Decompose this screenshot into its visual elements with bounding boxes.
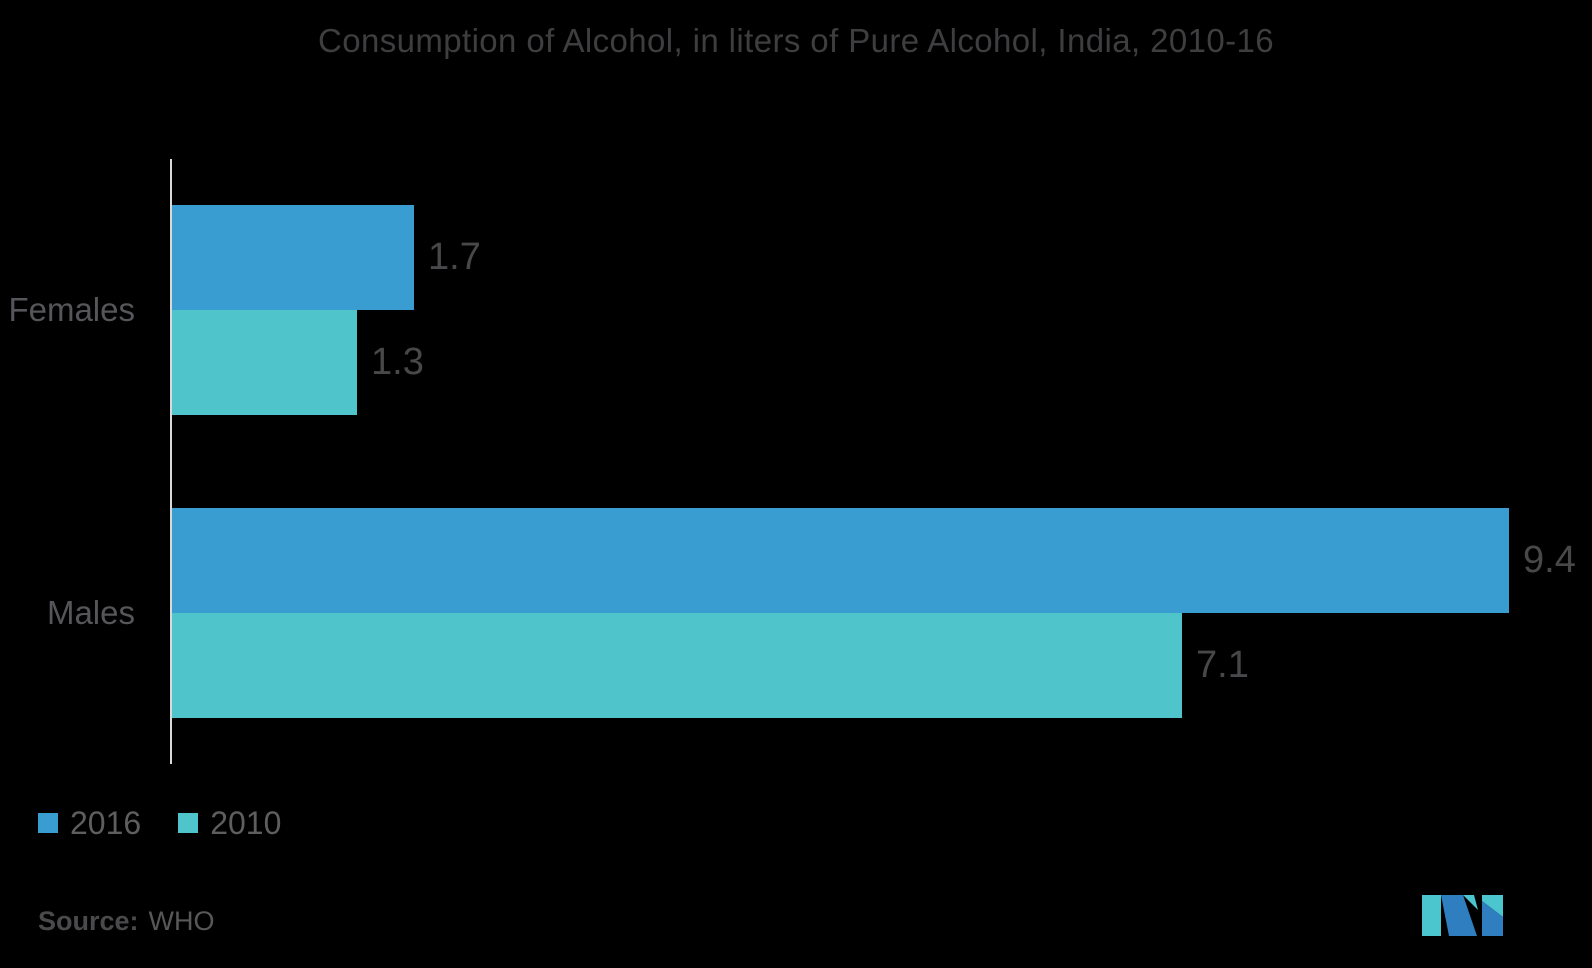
logo-diagonal [1441,895,1477,936]
category-label-females: Females [8,291,135,328]
legend-label-2016: 2016 [70,805,142,841]
source-value: WHO [148,906,215,936]
bar-males-2016 [172,508,1509,613]
value-label-males-2016: 9.4 [1523,539,1576,581]
bar-males-2010 [172,613,1182,718]
source-note: Source: WHO [38,906,215,937]
legend-item-2010: 2010 [178,807,281,839]
legend: 2016 2010 [38,807,281,839]
y-axis-line [170,159,172,764]
logo-left-bar [1422,895,1441,936]
source-label: Source: [38,906,139,936]
bar-females-2010 [172,310,357,415]
logo-top-triangle [1463,895,1478,910]
bar-females-2016 [172,205,414,310]
legend-swatch-2010 [178,813,199,833]
value-label-males-2010: 7.1 [1196,644,1249,686]
legend-swatch-2016 [38,813,58,833]
legend-item-2016: 2016 [38,807,141,839]
brand-logo [1422,895,1503,936]
logo-right-top [1482,895,1503,917]
value-label-females-2010: 1.3 [371,341,424,383]
logo-right-bottom [1482,901,1503,936]
value-label-females-2016: 1.7 [428,236,481,278]
category-label-males: Males [46,594,135,631]
chart-title: Consumption of Alcohol, in liters of Pur… [317,22,1275,59]
legend-label-2010: 2010 [210,805,282,841]
